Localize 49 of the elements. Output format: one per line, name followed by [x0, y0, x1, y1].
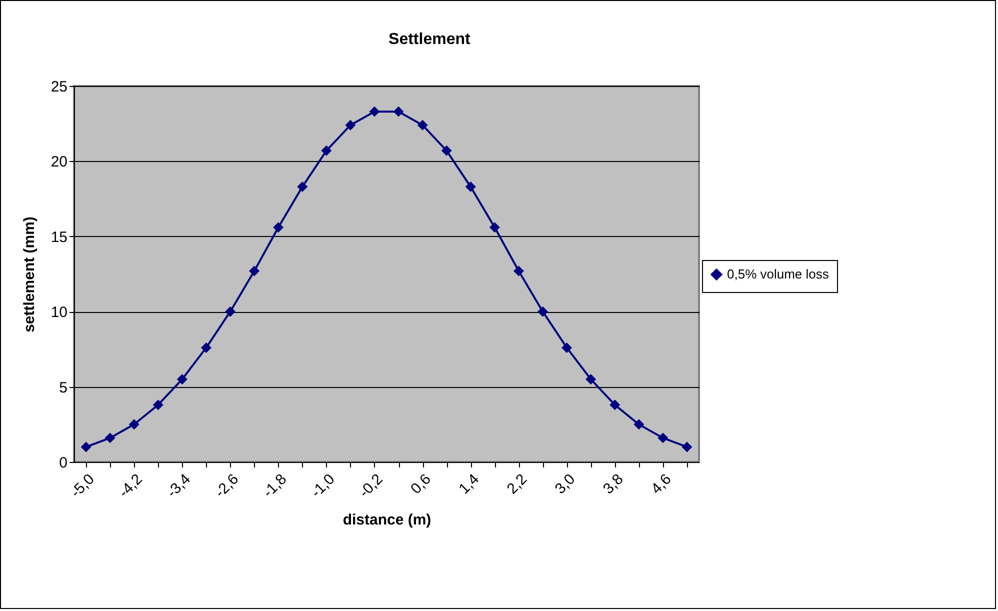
x-tick-label: 0,6 — [408, 470, 434, 498]
point — [417, 120, 428, 130]
point — [562, 342, 572, 353]
y-tick-label: 5 — [59, 379, 68, 396]
x-tick-label: -4,2 — [116, 470, 146, 502]
x-tick-label: -0,2 — [356, 470, 386, 502]
x-tick-label: 1,4 — [456, 470, 482, 498]
point — [586, 374, 596, 385]
point — [634, 419, 644, 430]
point — [152, 400, 164, 410]
point — [610, 400, 620, 410]
point — [200, 342, 212, 353]
x-tick-label: -3,4 — [164, 470, 194, 502]
point — [345, 120, 356, 130]
x-tick-label: 3,8 — [600, 470, 627, 498]
x-tick-label: -1,0 — [308, 470, 338, 502]
point — [249, 266, 260, 276]
y-tick-label: 0 — [59, 454, 68, 472]
point — [658, 432, 668, 444]
x-tick-label: 4,6 — [648, 470, 675, 498]
x-tick-label: -2,6 — [212, 470, 242, 502]
point — [104, 432, 116, 444]
point — [225, 306, 236, 317]
x-tick-label: 2,2 — [504, 470, 531, 498]
point — [369, 106, 380, 117]
x-tick-label: 3,0 — [552, 470, 579, 498]
point — [393, 106, 404, 117]
point — [128, 419, 140, 430]
point — [321, 145, 332, 156]
point — [682, 442, 692, 452]
point — [273, 222, 284, 233]
y-tick-label: 15 — [50, 228, 68, 246]
legend-label: 0,5% volume loss — [727, 266, 830, 282]
point — [80, 442, 92, 452]
point — [513, 266, 524, 276]
chart-title: Settlement — [388, 31, 471, 48]
point — [538, 306, 548, 317]
y-tick-label: 10 — [50, 304, 68, 322]
y-tick-label: 25 — [50, 78, 68, 96]
x-axis-title: distance (m) — [342, 511, 432, 528]
x-tick-label: -5,0 — [68, 470, 98, 502]
x-tick-label: -1,8 — [260, 470, 290, 502]
y-axis-title: settlement (mm) — [20, 216, 38, 332]
point — [441, 145, 452, 156]
point — [297, 182, 308, 192]
point — [176, 374, 188, 385]
point — [489, 222, 500, 233]
y-tick-label: 20 — [50, 154, 68, 171]
point — [465, 182, 476, 192]
